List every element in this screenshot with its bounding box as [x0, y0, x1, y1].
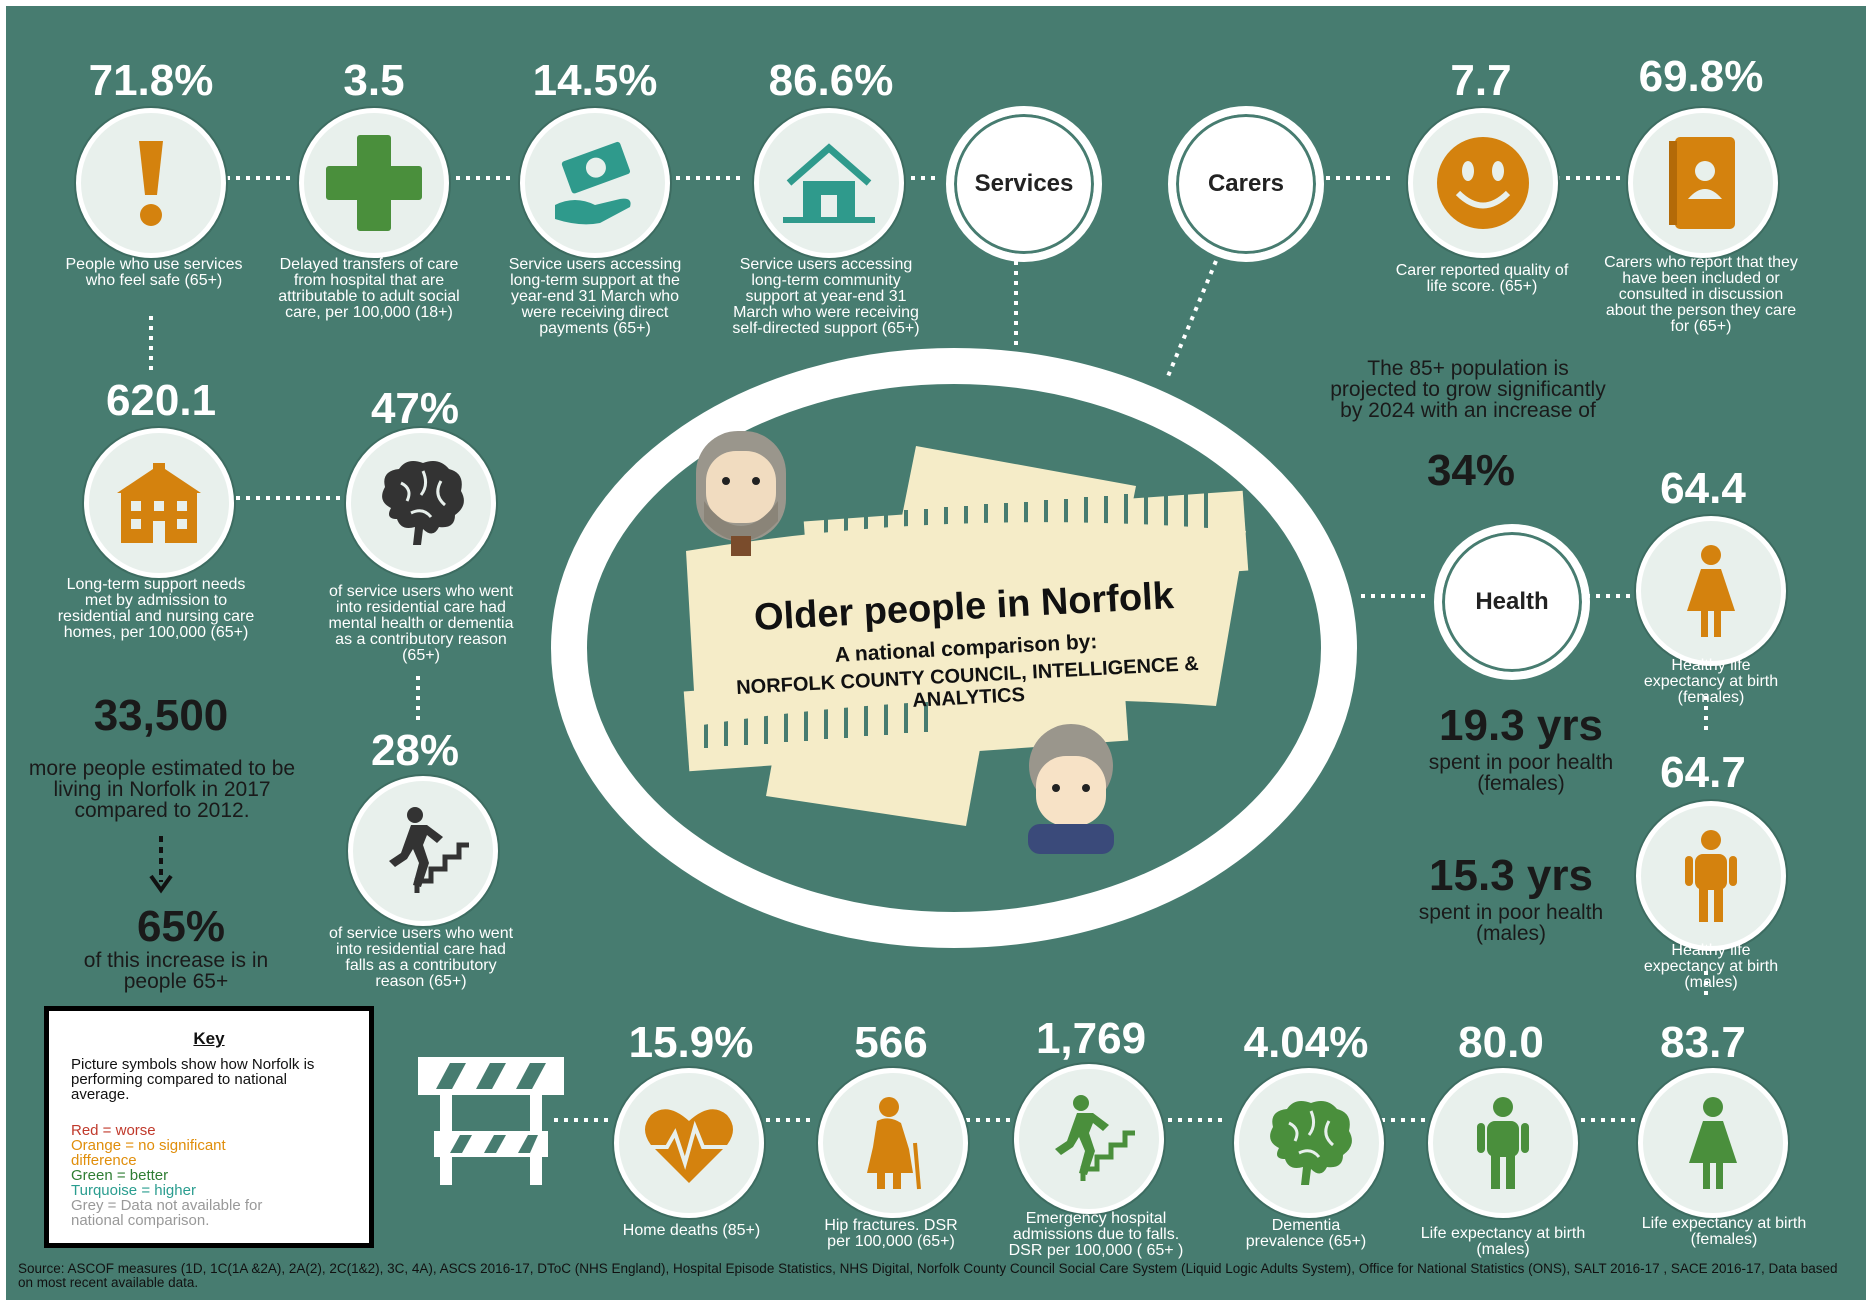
stat-caption: Hip fractures. DSR per 100,000 (65+): [824, 1217, 958, 1250]
stat-caption: Service users accessing long-term commun…: [732, 256, 920, 337]
stat-caption: Long-term support needs met by admission…: [57, 576, 255, 641]
population-text: more people estimated to be living in No…: [28, 757, 296, 822]
connector-lines: [149, 176, 1708, 1122]
stat-caption: of service users who went into residenti…: [328, 583, 514, 664]
key-title: Key: [193, 1029, 225, 1048]
hub-services: Services: [946, 106, 1102, 262]
stat-caption: Carers who report that they have been in…: [1604, 254, 1798, 335]
hub-services-label: Services: [974, 170, 1074, 197]
growth-value: 34%: [1426, 446, 1516, 495]
down-arrow-icon: [149, 836, 173, 894]
stat-caption: Emergency hospital admissions due to fal…: [1008, 1210, 1184, 1259]
key-item-green: Green = better: [71, 1167, 169, 1184]
stat-value: 64.4: [1660, 464, 1746, 513]
house-icon-circle: [754, 108, 904, 258]
female-figure-icon-circle: [1636, 516, 1786, 666]
stat-caption: Service users accessing long-term suppor…: [508, 256, 682, 337]
money-hand-icon-circle: [520, 108, 670, 258]
brain-icon: [382, 461, 464, 545]
plus-cross-icon-circle: [299, 108, 449, 258]
hub-carers-label: Carers: [1207, 170, 1285, 197]
stat-value: 86.6%: [768, 56, 894, 105]
stat-value: 28%: [370, 726, 460, 775]
population-pct-text: of this increase is in people 65+: [83, 949, 269, 993]
female-figure-icon-circle: [1638, 1068, 1788, 1218]
house-icon: [783, 143, 875, 223]
population-value: 33,500: [93, 691, 229, 740]
plus-cross-icon: [326, 135, 422, 231]
stat-caption: Dementia prevalence (65+): [1245, 1217, 1367, 1250]
stat-value: 620.1: [105, 376, 217, 425]
heartbeat-icon: [643, 1109, 735, 1183]
stat-value: 71.8%: [88, 56, 214, 105]
elderly-woman-icon: [867, 1097, 921, 1190]
money-hand-icon: [555, 141, 631, 225]
population-pct: 65%: [136, 902, 226, 951]
stat-value: 64.7: [1660, 748, 1746, 797]
infographic-board: Older people in Norfolk A national compa…: [6, 6, 1866, 1300]
central-banner-art: [683, 431, 1249, 854]
hub-health: Health: [1434, 524, 1590, 680]
stat-value: 7.7: [1450, 56, 1512, 105]
stat-value: 47%: [370, 384, 460, 433]
hub-carers: Carers: [1168, 106, 1324, 262]
stat-value: 14.5%: [532, 56, 658, 105]
poor-health-value: 15.3 yrs: [1429, 851, 1593, 900]
hub-health-label: Health: [1475, 588, 1549, 615]
stat-caption: Life expectancy at birth (males): [1420, 1225, 1586, 1258]
stat-caption: Healthy life expectancy at birth (males): [1643, 942, 1779, 991]
stat-value: 3.5: [343, 56, 405, 105]
key-description: Picture symbols show how Norfolk is perf…: [71, 1056, 315, 1103]
stat-value: 566: [854, 1018, 928, 1067]
poor-health-text: spent in poor health (females): [1428, 751, 1614, 795]
stairs-icon-circle: [1014, 1064, 1164, 1214]
stairs-icon: [1055, 1095, 1135, 1181]
stat-caption: People who use services who feel safe (6…: [65, 256, 243, 289]
male-figure-icon: [1477, 1097, 1529, 1189]
key-item-red: Red = worse: [71, 1122, 156, 1139]
poor-health-value: 19.3 yrs: [1439, 701, 1603, 750]
contact-book-icon: [1669, 137, 1735, 229]
male-figure-icon: [1685, 830, 1737, 922]
key-item-turquoise: Turquoise = higher: [71, 1182, 196, 1199]
brain-icon: [1270, 1101, 1352, 1185]
stat-caption: Home deaths (85+): [622, 1222, 761, 1239]
female-figure-icon: [1687, 545, 1735, 637]
poor-health-text: spent in poor health (males): [1418, 901, 1604, 945]
brain-icon-circle: [346, 428, 496, 578]
roadblock-icon: [418, 1057, 564, 1185]
stat-caption: Delayed transfers of care from hospital …: [278, 256, 460, 321]
stat-value: 83.7: [1660, 1018, 1746, 1067]
brain-icon-circle: [1234, 1068, 1384, 1218]
key-item-orange: Orange = no significant difference: [71, 1137, 226, 1169]
stat-value: 80.0: [1458, 1018, 1544, 1067]
stat-caption: of service users who went into residenti…: [328, 925, 514, 990]
stat-value: 69.8%: [1638, 52, 1764, 101]
stairs-icon: [389, 807, 469, 893]
stat-caption: Carer reported quality of life score. (6…: [1395, 262, 1569, 295]
stat-value: 15.9%: [628, 1018, 754, 1067]
male-figure-icon-circle: [1428, 1068, 1578, 1218]
contact-book-icon-circle: [1628, 108, 1778, 258]
exclamation-icon-circle: [76, 108, 226, 258]
care-home-icon-circle: [84, 428, 234, 578]
heartbeat-icon-circle: [614, 1068, 764, 1218]
elderly-woman-icon-circle: [818, 1068, 968, 1218]
stat-caption: Life expectancy at birth (females): [1641, 1215, 1807, 1248]
exclamation-icon: [139, 141, 163, 226]
stat-value: 4.04%: [1243, 1018, 1369, 1067]
key-box: Key Picture symbols show how Norfolk is …: [44, 1006, 374, 1248]
growth-text: The 85+ population is projected to grow …: [1330, 357, 1606, 422]
smiley-icon-circle: [1408, 108, 1558, 258]
stairs-icon-circle: [348, 776, 498, 926]
female-figure-icon: [1689, 1097, 1737, 1189]
key-item-grey: Grey = Data not available for national c…: [71, 1197, 263, 1229]
care-home-icon: [117, 463, 201, 543]
stat-caption: Healthy life expectancy at birth (female…: [1643, 657, 1779, 706]
male-figure-icon-circle: [1636, 801, 1786, 951]
smiley-icon: [1437, 137, 1529, 229]
source-note: Source: ASCOF measures (1D, 1C(1A &2A), …: [18, 1261, 1838, 1290]
stat-value: 1,769: [1035, 1014, 1147, 1063]
